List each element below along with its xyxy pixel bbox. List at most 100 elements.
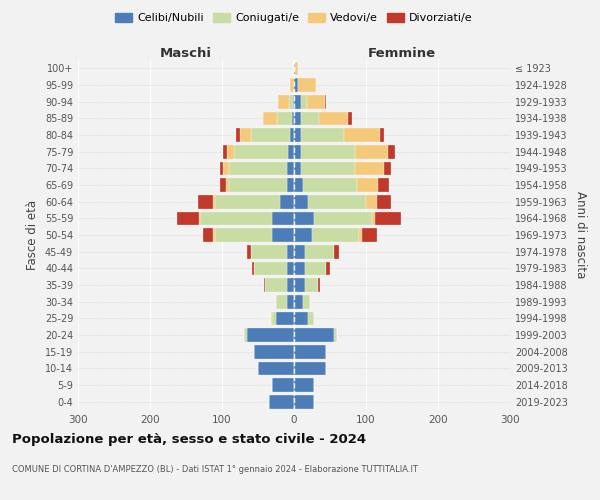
Bar (294, 95, 301, 108)
Bar (294, 162, 301, 175)
Bar (271, 312, 272, 325)
Bar (334, 328, 337, 342)
Bar (294, 128, 301, 142)
Bar (247, 328, 294, 342)
Bar (236, 128, 240, 142)
Bar (272, 228, 294, 242)
Bar (227, 145, 234, 158)
Text: Maschi: Maschi (160, 47, 212, 60)
Bar (254, 262, 287, 275)
Bar (294, 145, 301, 158)
Bar (377, 195, 391, 208)
Bar (294, 78, 298, 92)
Bar (366, 195, 377, 208)
Bar (356, 178, 378, 192)
Bar (294, 195, 308, 208)
Bar (265, 278, 287, 292)
Text: Femmine: Femmine (368, 47, 436, 60)
Bar (199, 212, 200, 225)
Bar (301, 128, 344, 142)
Bar (240, 128, 251, 142)
Bar (200, 212, 272, 225)
Bar (276, 295, 287, 308)
Bar (288, 145, 294, 158)
Bar (287, 245, 294, 258)
Bar (326, 262, 330, 275)
Bar (203, 228, 214, 242)
Bar (223, 145, 227, 158)
Bar (247, 245, 251, 258)
Bar (277, 112, 292, 125)
Bar (264, 278, 265, 292)
Bar (294, 295, 302, 308)
Bar (229, 178, 287, 192)
Bar (307, 95, 325, 108)
Bar (312, 228, 359, 242)
Bar (372, 212, 376, 225)
Bar (302, 178, 356, 192)
Bar (294, 362, 326, 375)
Bar (252, 262, 254, 275)
Bar (301, 145, 355, 158)
Bar (294, 328, 334, 342)
Bar (308, 312, 314, 325)
Bar (301, 112, 319, 125)
Bar (319, 112, 348, 125)
Bar (380, 128, 384, 142)
Y-axis label: Fasce di età: Fasce di età (26, 200, 39, 270)
Bar (254, 345, 294, 358)
Bar (378, 178, 389, 192)
Bar (295, 62, 298, 75)
Bar (258, 362, 294, 375)
Bar (294, 312, 308, 325)
Bar (220, 178, 226, 192)
Bar (301, 162, 355, 175)
Bar (229, 162, 287, 175)
Bar (280, 195, 294, 208)
Bar (294, 62, 295, 75)
Bar (318, 278, 320, 292)
Bar (292, 112, 294, 125)
Bar (293, 95, 294, 108)
Bar (294, 378, 314, 392)
Bar (272, 378, 294, 392)
Bar (234, 145, 288, 158)
Bar (198, 195, 212, 208)
Bar (276, 312, 294, 325)
Text: Popolazione per età, sesso e stato civile - 2024: Popolazione per età, sesso e stato civil… (12, 432, 366, 446)
Bar (272, 212, 294, 225)
Bar (294, 178, 302, 192)
Bar (302, 295, 310, 308)
Bar (294, 278, 305, 292)
Bar (355, 145, 388, 158)
Text: COMUNE DI CORTINA D'AMPEZZO (BL) - Dati ISTAT 1° gennaio 2024 - Elaborazione TUT: COMUNE DI CORTINA D'AMPEZZO (BL) - Dati … (12, 466, 418, 474)
Bar (294, 395, 314, 408)
Bar (215, 195, 280, 208)
Bar (294, 262, 305, 275)
Bar (290, 128, 294, 142)
Bar (325, 95, 326, 108)
Bar (305, 278, 318, 292)
Bar (298, 78, 316, 92)
Bar (226, 178, 229, 192)
Bar (223, 162, 229, 175)
Bar (388, 145, 395, 158)
Bar (334, 245, 340, 258)
Legend: Celibi/Nubili, Coniugati/e, Vedovi/e, Divorziati/e: Celibi/Nubili, Coniugati/e, Vedovi/e, Di… (111, 8, 477, 28)
Bar (355, 162, 384, 175)
Bar (287, 162, 294, 175)
Bar (348, 112, 352, 125)
Bar (287, 262, 294, 275)
Bar (294, 228, 312, 242)
Bar (308, 195, 366, 208)
Bar (384, 162, 391, 175)
Bar (305, 245, 334, 258)
Bar (376, 212, 401, 225)
Bar (244, 328, 247, 342)
Bar (305, 262, 326, 275)
Bar (220, 162, 223, 175)
Bar (212, 195, 215, 208)
Bar (269, 395, 294, 408)
Bar (278, 95, 289, 108)
Bar (294, 212, 314, 225)
